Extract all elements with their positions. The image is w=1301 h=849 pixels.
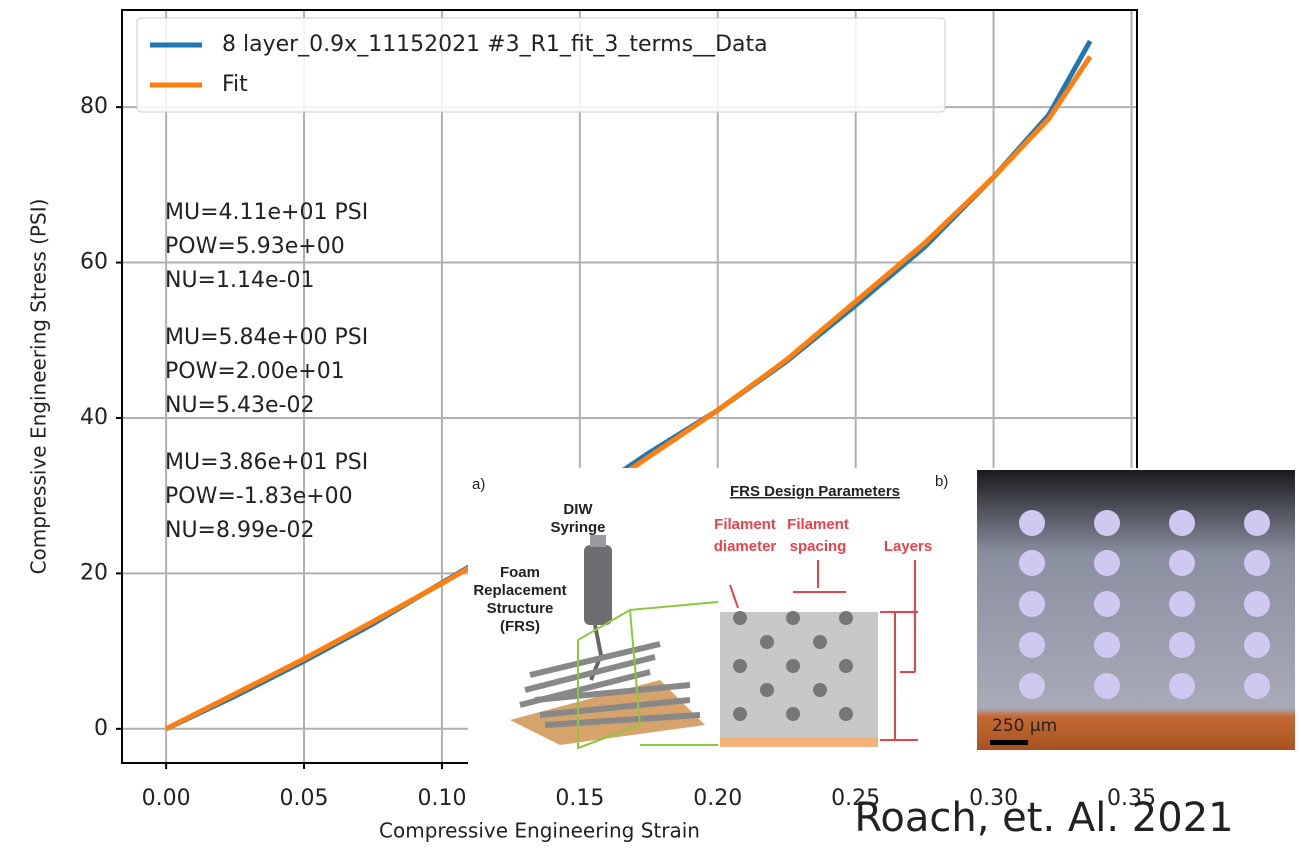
label: (FRS): [500, 618, 540, 635]
chart: 0204060800.000.050.100.150.200.250.300.3…: [0, 0, 1301, 849]
label: spacing: [790, 538, 847, 555]
panel-label: b): [935, 473, 948, 490]
x-tick-label: 0.15: [555, 786, 604, 811]
y-axis-label: Compressive Engineering Stress (PSI): [27, 199, 51, 575]
label: Filament: [714, 516, 776, 533]
y-tick-label: 20: [80, 560, 108, 585]
annotation: POW=2.00e+01: [165, 359, 345, 384]
label: Layers: [884, 538, 932, 555]
panel-label: a): [472, 476, 485, 493]
y-tick-label: 0: [94, 716, 108, 741]
label: Replacement: [473, 582, 566, 599]
label: Structure: [487, 600, 554, 617]
y-tick-label: 40: [80, 405, 108, 430]
annotation: POW=-1.83e+00: [165, 484, 353, 509]
legend-label: Fit: [222, 72, 248, 97]
annotation: NU=5.43e-02: [165, 393, 314, 418]
y-tick-label: 60: [80, 250, 108, 275]
annotation: MU=3.86e+01 PSI: [165, 450, 368, 475]
scale-bar: [990, 740, 1028, 745]
x-tick-label: 0.00: [142, 786, 191, 811]
scale-label: 250 µm: [992, 716, 1057, 736]
annotation: NU=8.99e-02: [165, 518, 314, 543]
label: Filament: [787, 516, 849, 533]
annotation: NU=1.14e-01: [165, 268, 314, 293]
syringe-cap: [590, 535, 606, 547]
annotation: MU=5.84e+00 PSI: [165, 325, 368, 350]
inset-title: FRS Design Parameters: [730, 483, 900, 500]
label: Syringe: [550, 519, 605, 536]
legend: 8 layer_0.9x_11152021 #3_R1_fit_3_terms_…: [137, 18, 945, 112]
legend-label: 8 layer_0.9x_11152021 #3_R1_fit_3_terms_…: [222, 32, 768, 57]
label: DIW: [563, 501, 593, 518]
credit: Roach, et. Al. 2021: [854, 795, 1233, 841]
syringe: [584, 545, 612, 625]
y-tick-label: 80: [80, 94, 108, 119]
x-tick-label: 0.10: [417, 786, 466, 811]
inset-figure: a) DIW Syringe Foam Replacement Structur…: [468, 468, 1301, 773]
annotation: MU=4.11e+01 PSI: [165, 200, 368, 225]
label: diameter: [714, 538, 777, 555]
x-axis-label: Compressive Engineering Strain: [379, 819, 700, 843]
annotation: POW=5.93e+00: [165, 234, 345, 259]
x-tick-label: 0.20: [693, 786, 742, 811]
label: Foam: [500, 564, 540, 581]
x-tick-label: 0.05: [280, 786, 329, 811]
